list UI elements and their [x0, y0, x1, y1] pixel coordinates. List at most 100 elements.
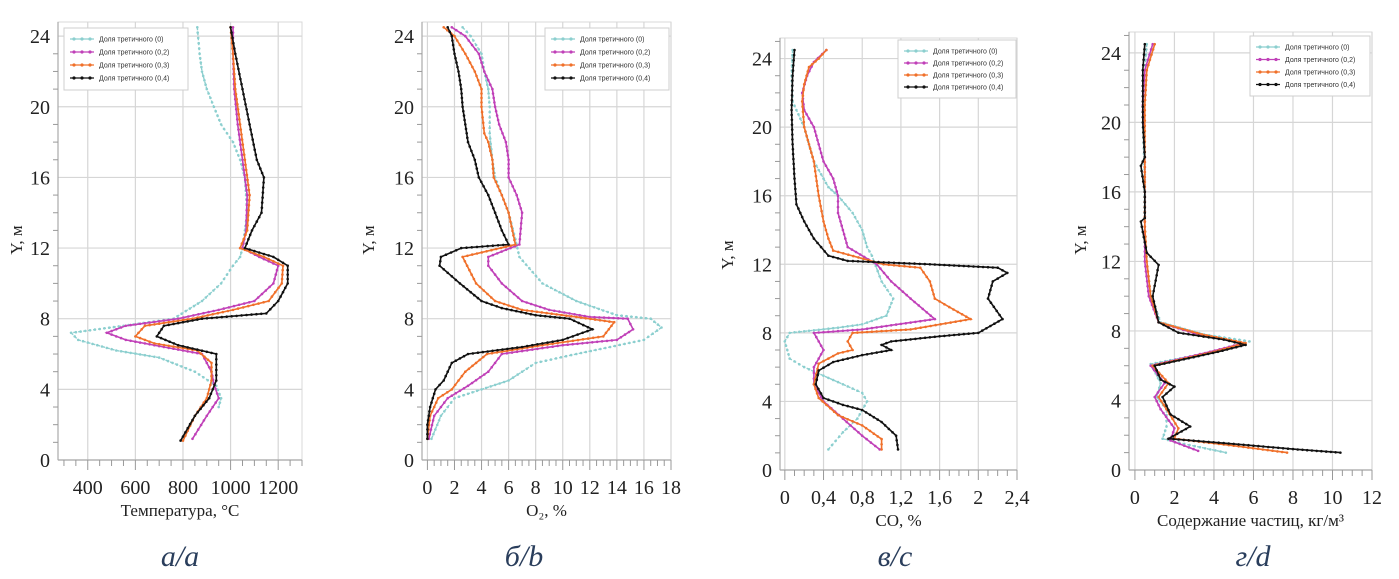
data-point: [566, 295, 570, 298]
data-point: [1257, 444, 1260, 448]
data-point: [446, 370, 450, 374]
data-point: [1200, 333, 1204, 336]
data-point: [811, 155, 814, 159]
data-point: [439, 405, 443, 409]
data-point: [591, 328, 594, 331]
data-point: [184, 309, 187, 313]
data-point: [626, 317, 629, 321]
data-point: [460, 374, 464, 378]
data-point: [540, 311, 544, 314]
data-point: [488, 110, 492, 114]
data-point: [1141, 115, 1145, 119]
legend-item: Доля третичного (0): [1256, 45, 1349, 52]
data-point: [239, 143, 242, 146]
data-point: [1143, 103, 1147, 107]
data-point: [817, 57, 820, 60]
data-point: [472, 39, 475, 42]
legend-label: Доля третичного (0,4): [580, 76, 650, 83]
data-point: [506, 154, 510, 157]
data-point: [237, 133, 241, 136]
data-point: [262, 257, 266, 261]
data-point: [817, 143, 820, 146]
data-point: [208, 292, 211, 296]
data-point: [885, 314, 888, 318]
data-point: [181, 346, 185, 350]
data-point: [815, 392, 819, 395]
data-point: [613, 344, 617, 348]
data-point: [480, 251, 484, 254]
data-point: [181, 435, 185, 438]
data-point: [159, 336, 163, 340]
data-point: [188, 422, 192, 426]
data-point: [157, 320, 161, 323]
data-point: [200, 349, 204, 353]
data-point: [465, 264, 469, 268]
data-point: [553, 309, 556, 313]
data-point: [561, 338, 564, 342]
data-point: [476, 79, 480, 82]
data-point: [478, 56, 482, 60]
data-point: [264, 289, 268, 292]
data-point: [493, 273, 497, 276]
data-point: [469, 34, 473, 38]
data-point: [248, 233, 252, 237]
data-point: [474, 162, 478, 166]
x-tick-label: 2,4: [1005, 487, 1030, 509]
data-point: [492, 171, 495, 175]
data-point: [831, 249, 835, 252]
plot-area: [421, 21, 672, 461]
data-point: [245, 208, 248, 212]
data-point: [944, 322, 947, 325]
data-point: [81, 339, 85, 343]
data-point: [1242, 443, 1245, 447]
data-point: [241, 306, 245, 309]
data-point: [518, 237, 522, 241]
data-point: [1143, 98, 1147, 102]
data-point: [488, 132, 492, 135]
data-point: [1171, 325, 1175, 328]
data-point: [802, 83, 806, 86]
data-point: [571, 335, 574, 338]
data-point: [210, 351, 213, 355]
data-point: [802, 115, 805, 119]
data-point: [502, 198, 505, 201]
data-point: [914, 327, 917, 330]
data-point: [196, 36, 200, 40]
data-point: [497, 357, 500, 360]
data-point: [474, 378, 478, 382]
legend-item: Доля третичного (0,4): [1256, 82, 1355, 89]
data-point: [649, 317, 652, 321]
data-point: [510, 351, 514, 354]
legend-swatch-marker: [1266, 45, 1270, 49]
data-point: [594, 348, 597, 352]
data-point: [176, 346, 180, 349]
data-point: [450, 361, 454, 365]
data-point: [841, 351, 845, 354]
data-point: [938, 300, 941, 303]
data-point: [240, 314, 243, 317]
data-point: [1192, 439, 1195, 443]
data-point: [1157, 373, 1160, 377]
data-point: [875, 263, 878, 266]
data-point: [547, 308, 551, 312]
data-point: [1141, 100, 1145, 103]
data-point: [814, 60, 817, 63]
data-point: [257, 162, 260, 166]
x-axis-title: Содержание частиц, кг/м³: [1157, 511, 1344, 530]
data-point: [505, 307, 509, 311]
data-point: [647, 335, 650, 339]
data-point: [232, 62, 235, 66]
data-point: [1177, 438, 1180, 441]
data-point: [548, 315, 552, 319]
x-tick-label: 16: [634, 477, 654, 499]
data-point: [162, 324, 166, 328]
data-point: [525, 344, 529, 348]
data-point: [962, 332, 966, 336]
data-point: [272, 262, 275, 265]
data-point: [869, 441, 873, 444]
data-point: [817, 194, 820, 197]
data-point: [817, 168, 820, 172]
data-point: [520, 349, 524, 353]
data-point: [899, 328, 903, 332]
data-point: [482, 185, 485, 188]
